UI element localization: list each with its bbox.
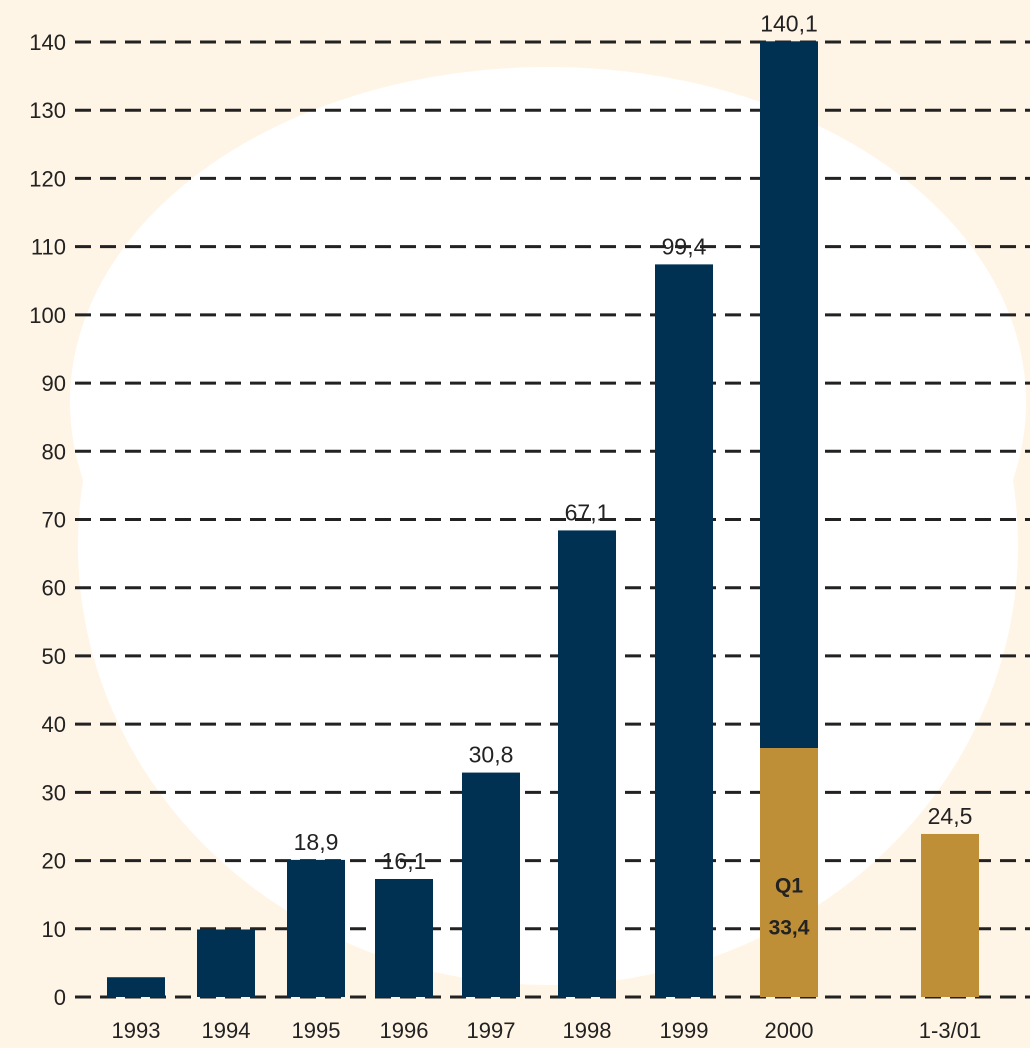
bar-segment bbox=[375, 878, 433, 997]
y-tick-label: 90 bbox=[42, 371, 66, 396]
bar-value-label: 18,9 bbox=[294, 829, 339, 855]
x-category-label: 1996 bbox=[380, 1018, 429, 1043]
x-category-label: 1997 bbox=[467, 1018, 516, 1043]
background-circle-lower bbox=[78, 105, 1018, 985]
bar-value-label: 140,1 bbox=[760, 10, 818, 36]
x-category-label: 1994 bbox=[202, 1018, 251, 1043]
bar-segment bbox=[462, 772, 520, 997]
labels: 0 10 20 30 40 50 60 70 80 90 100 110 120 130 140 1993 19… bbox=[29, 10, 981, 1043]
y-tick-label: 40 bbox=[42, 712, 66, 737]
y-tick-label: 0 bbox=[54, 985, 66, 1010]
bar-segment-label: Q1 bbox=[775, 875, 803, 898]
y-tick-label: 110 bbox=[31, 235, 66, 260]
y-tick-label: 120 bbox=[29, 166, 66, 191]
bar-segment bbox=[197, 929, 255, 997]
y-tick-label: 30 bbox=[42, 780, 66, 805]
y-tick-label: 50 bbox=[42, 644, 66, 669]
x-category-label: 1998 bbox=[563, 1018, 612, 1043]
bar-segment bbox=[760, 748, 818, 997]
y-tick-label: 20 bbox=[42, 849, 66, 874]
bar-value-label: 67,1 bbox=[565, 499, 610, 525]
x-category-label: 1999 bbox=[660, 1018, 709, 1043]
y-tick-label: 10 bbox=[42, 917, 66, 942]
x-category-label: 2000 bbox=[765, 1018, 814, 1043]
y-tick-label: 60 bbox=[42, 576, 66, 601]
bars bbox=[107, 41, 979, 998]
bar-segment bbox=[655, 264, 713, 998]
x-category-label: 1995 bbox=[292, 1018, 341, 1043]
bar-value-label: 30,8 bbox=[469, 742, 514, 768]
bar-value-label: 24,5 bbox=[928, 803, 973, 829]
y-tick-label: 70 bbox=[42, 508, 66, 533]
bar-segment bbox=[921, 833, 979, 997]
bar-segment bbox=[760, 41, 818, 749]
x-category-label: 1-3/01 bbox=[919, 1018, 981, 1043]
bar-segment-label: 33,4 bbox=[769, 917, 810, 940]
bar-value-label: 16,1 bbox=[382, 848, 427, 874]
bar-segment bbox=[558, 530, 616, 997]
gridlines bbox=[75, 40, 1030, 999]
y-tick-label: 140 bbox=[29, 30, 66, 55]
bar-segment bbox=[107, 977, 165, 997]
y-tick-label: 100 bbox=[29, 303, 66, 328]
y-tick-label: 80 bbox=[42, 439, 66, 464]
bar-segment bbox=[287, 859, 345, 997]
x-category-label: 1993 bbox=[112, 1018, 161, 1043]
bar-value-label: 99,4 bbox=[662, 233, 707, 259]
y-tick-label: 130 bbox=[29, 98, 66, 123]
